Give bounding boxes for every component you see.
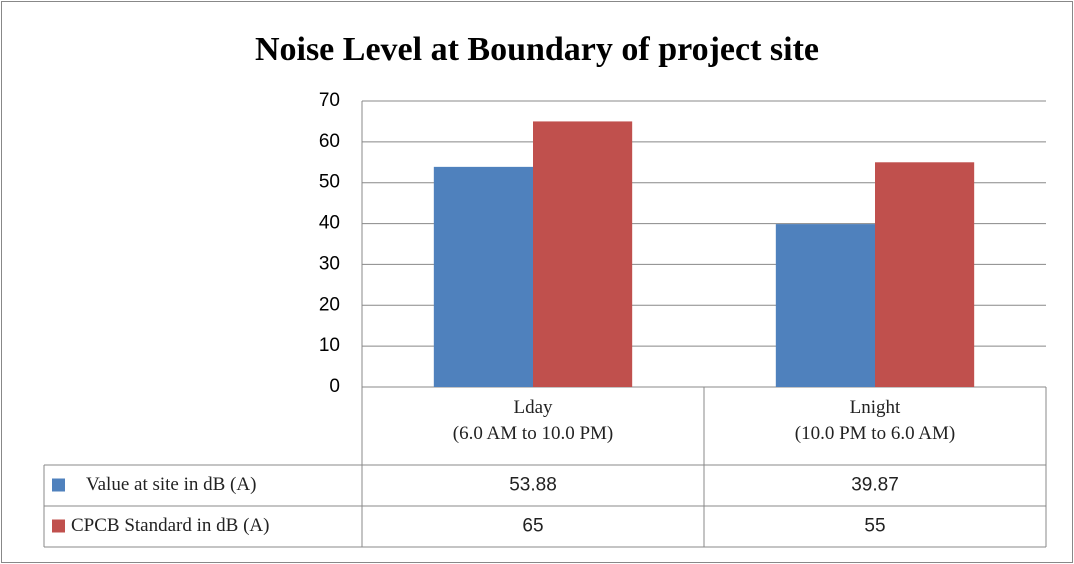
bar: [775, 224, 875, 387]
table-value: 39.87: [851, 475, 899, 496]
bar: [433, 166, 533, 387]
y-tick-label: 70: [319, 90, 340, 111]
legend-swatch: [52, 478, 65, 492]
legend-label: CPCB Standard in dB (A): [71, 515, 269, 536]
x-tick-label: Lday (6.0 AM to 10.0 PM): [452, 397, 614, 444]
table-value: 65: [522, 516, 543, 537]
legend-label: Value at site in dB (A): [86, 474, 256, 495]
bar: [533, 121, 633, 387]
table-value: 55: [864, 516, 885, 537]
bar: [875, 162, 975, 387]
y-tick-label: 20: [319, 294, 340, 315]
x-tick-label: Lnight (10.0 PM to 6.0 AM): [794, 397, 956, 444]
chart-title: Noise Level at Boundary of project site: [255, 31, 819, 68]
table-value: 53.88: [509, 475, 557, 496]
y-tick-label: 0: [329, 376, 340, 397]
y-tick-label: 40: [319, 213, 340, 234]
y-tick-label: 10: [319, 335, 340, 356]
x-tick-label-box: Lday (6.0 AM to 10.0 PM): [452, 397, 614, 444]
x-tick-label-box: Lnight (10.0 PM to 6.0 AM): [794, 397, 956, 444]
legend-swatch: [52, 519, 65, 533]
y-tick-label: 60: [319, 131, 340, 152]
y-tick-label: 30: [319, 253, 340, 274]
y-tick-label: 50: [319, 172, 340, 193]
